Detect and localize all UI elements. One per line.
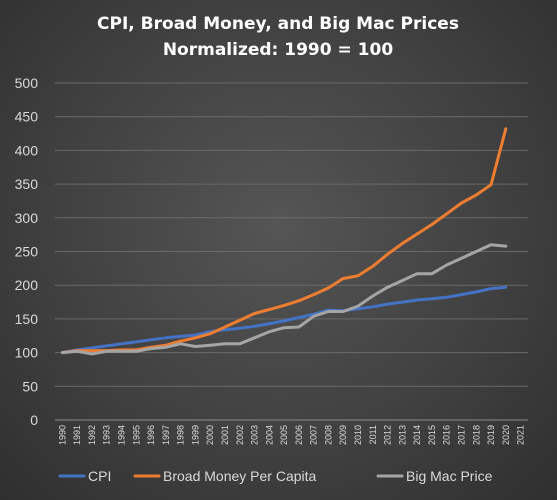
x-axis-ticks: 1990 1991 1992 1993 1994 1995 1996 1997 1998 1999… (57, 425, 525, 445)
legend-label: Big Mac Price (406, 468, 493, 484)
legend: CPI Broad Money Per Capita Big Mac Price (58, 468, 493, 484)
x-tick-label: 2005 (279, 425, 289, 445)
y-tick-label: 300 (15, 210, 39, 226)
x-tick-label: 2000 (205, 425, 215, 445)
y-tick-label: 450 (15, 109, 39, 125)
x-tick-label: 2015 (427, 425, 437, 445)
x-tick-label: 2011 (368, 425, 378, 444)
x-tick-label: 2006 (294, 425, 304, 445)
x-tick-label: 2010 (353, 425, 363, 445)
series-lines (60, 127, 508, 356)
y-tick-label: 150 (15, 311, 39, 327)
x-tick-label: 2004 (264, 425, 274, 445)
y-tick-label: 50 (22, 378, 38, 394)
x-tick-label: 2020 (501, 425, 511, 445)
legend-label: CPI (88, 468, 111, 484)
y-tick-label: 100 (15, 345, 39, 361)
x-tick-label: 2009 (338, 425, 348, 445)
x-tick-label: 1992 (87, 425, 97, 445)
chart-subtitle: Normalized: 1990 = 100 (163, 40, 393, 60)
series-line-cpi (60, 285, 508, 355)
x-tick-label: 2014 (412, 425, 422, 445)
grid-lines (55, 82, 528, 421)
x-tick-label: 2012 (383, 425, 393, 445)
x-tick-label: 2018 (471, 425, 481, 445)
y-tick-label: 400 (15, 142, 39, 158)
x-tick-label: 1997 (161, 425, 171, 445)
chart-title: CPI, Broad Money, and Big Mac Prices (97, 14, 459, 34)
x-tick-label: 1998 (176, 425, 186, 445)
x-tick-label: 1990 (57, 425, 67, 445)
y-tick-label: 500 (15, 75, 39, 91)
y-axis-ticks: 0 50 100 150 200 250 300 350 400 450 500 (15, 75, 39, 428)
y-tick-label: 350 (15, 176, 39, 192)
x-tick-label: 2021 (516, 425, 526, 445)
x-tick-label: 2013 (397, 425, 407, 445)
x-tick-label: 1999 (190, 425, 200, 445)
x-tick-label: 2001 (220, 425, 230, 445)
x-tick-label: 1996 (146, 425, 156, 445)
y-tick-label: 0 (30, 412, 38, 428)
x-tick-label: 2002 (235, 425, 245, 445)
legend-label: Broad Money Per Capita (163, 468, 317, 484)
x-tick-label: 1991 (72, 425, 82, 445)
x-tick-label: 1994 (117, 425, 127, 445)
series-line-big-mac-price (60, 243, 508, 356)
x-tick-label: 2007 (309, 425, 319, 445)
x-tick-label: 1993 (102, 425, 112, 445)
x-tick-label: 2017 (456, 425, 466, 445)
x-tick-label: 2019 (486, 425, 496, 445)
y-tick-label: 250 (15, 244, 39, 260)
y-tick-label: 200 (15, 277, 39, 293)
x-tick-label: 2016 (442, 425, 452, 445)
x-tick-label: 1995 (131, 425, 141, 445)
x-tick-label: 2003 (250, 425, 260, 445)
x-tick-label: 2008 (323, 425, 333, 445)
